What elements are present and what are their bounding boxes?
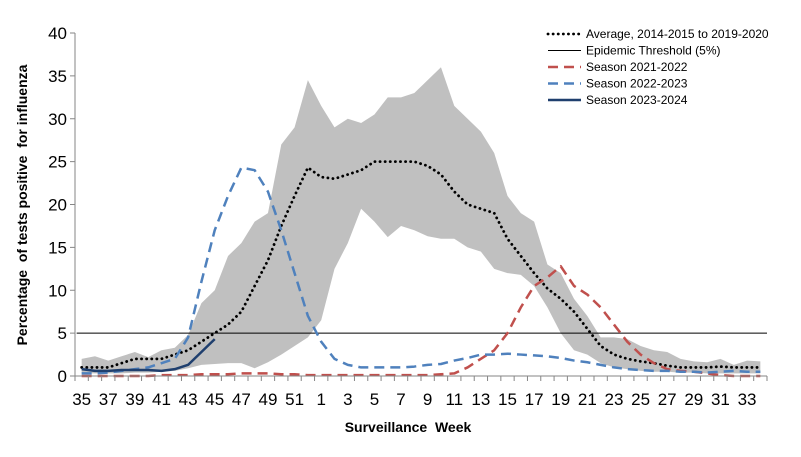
y-tick-label: 10 — [48, 281, 67, 300]
y-tick-label: 20 — [48, 196, 67, 215]
series-line-1 — [81, 264, 761, 378]
x-tick-label: 13 — [471, 390, 490, 409]
legend: Average, 2014-2015 to 2019-2020 Epidemic … — [546, 27, 769, 107]
y-axis-label: Percentage of tests positive for influen… — [14, 64, 30, 345]
legend-label: Season 2022-2023 — [586, 77, 688, 91]
x-tick-label: 45 — [205, 390, 224, 409]
y-tick-label: 35 — [48, 67, 67, 86]
y-tick-label: 25 — [48, 153, 67, 172]
x-tick-label: 21 — [578, 390, 597, 409]
x-tick-label: 9 — [423, 390, 432, 409]
x-tick-label: 47 — [232, 390, 251, 409]
x-tick-label: 33 — [738, 390, 757, 409]
x-tick-label: 1 — [316, 390, 325, 409]
x-tick-label: 7 — [396, 390, 405, 409]
y-tick-label: 0 — [58, 367, 67, 386]
x-tick-label: 27 — [658, 390, 677, 409]
x-tick-label: 39 — [125, 390, 144, 409]
y-tick-label: 30 — [48, 110, 67, 129]
x-tick-label: 25 — [631, 390, 650, 409]
legend-label: Season 2021-2022 — [586, 60, 688, 74]
x-tick-label: 41 — [152, 390, 171, 409]
y-tick-label: 15 — [48, 238, 67, 257]
x-tick-label: 17 — [525, 390, 544, 409]
x-tick-label: 37 — [99, 390, 118, 409]
x-tick-label: 51 — [285, 390, 304, 409]
x-tick-label: 3 — [343, 390, 352, 409]
x-tick-label: 11 — [445, 390, 463, 409]
x-tick-label: 15 — [498, 390, 517, 409]
x-tick-label: 49 — [259, 390, 278, 409]
range-band — [81, 67, 761, 374]
y-tick-label: 5 — [58, 324, 67, 343]
x-tick-label: 23 — [605, 390, 624, 409]
x-tick-label: 29 — [684, 390, 703, 409]
x-tick-label: 31 — [711, 390, 730, 409]
x-tick-label: 35 — [72, 390, 91, 409]
series-line-2 — [81, 166, 761, 375]
y-tick-label: 40 — [48, 24, 67, 43]
legend-label: Average, 2014-2015 to 2019-2020 — [586, 27, 769, 41]
x-tick-label: 43 — [179, 390, 198, 409]
x-tick-label: 19 — [551, 390, 570, 409]
series-line-0 — [80, 160, 762, 369]
x-tick-label: 5 — [370, 390, 379, 409]
legend-label: Epidemic Threshold (5%) — [586, 44, 721, 58]
series-line-3 — [81, 338, 216, 373]
x-axis-label: Surveillance Week — [345, 419, 472, 435]
legend-label: Season 2023-2024 — [586, 93, 688, 107]
